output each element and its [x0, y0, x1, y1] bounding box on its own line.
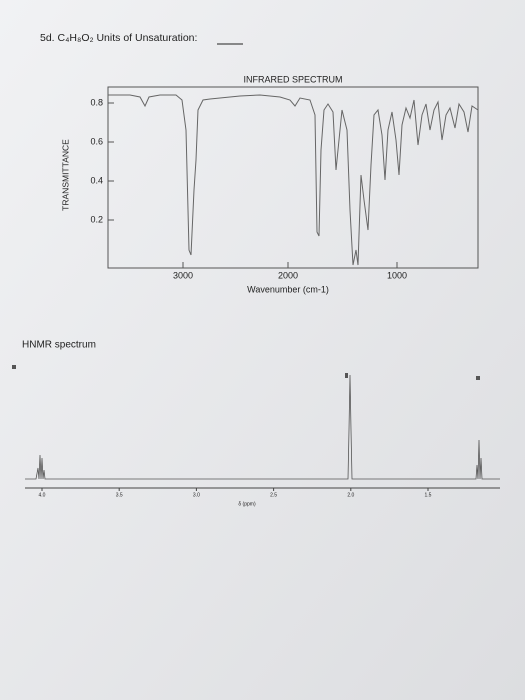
ir-frame [107, 86, 479, 269]
y-tick-label: 0.2 [90, 214, 103, 224]
ir-trace [108, 94, 479, 266]
ir-x-ticks: 3000 2000 1000 [173, 262, 407, 280]
integral-mark [345, 373, 348, 378]
integral-mark [12, 365, 16, 369]
nmr-title: HNMR spectrum [22, 340, 96, 351]
y-tick-label: 0.6 [90, 136, 103, 146]
ir-y-ticks: 0.8 0.6 0.4 0.2 [90, 97, 114, 224]
ir-title: INFRARED SPECTRUM [243, 74, 342, 84]
ir-x-label: Wavenumber (cm-1) [247, 284, 329, 294]
y-tick-label: 0.8 [90, 97, 103, 107]
x-tick-label: 2.0 [347, 492, 354, 498]
x-tick-label: 3.0 [193, 492, 200, 498]
x-tick-label: 1000 [387, 270, 407, 280]
nmr-x-ticks: 4.0 3.5 3.0 2.5 2.0 1.5 [39, 488, 432, 498]
nmr-trace [25, 374, 500, 480]
nmr-x-label: δ (ppm) [238, 501, 256, 507]
x-tick-label: 2.5 [270, 492, 277, 498]
x-tick-label: 3000 [173, 270, 193, 280]
integral-mark [476, 376, 480, 380]
x-tick-label: 4.0 [39, 492, 46, 498]
x-tick-label: 1.5 [425, 492, 432, 498]
y-tick-label: 0.4 [90, 175, 103, 185]
x-tick-label: 2000 [278, 270, 298, 280]
ir-y-label: TRANSMITTANCE [60, 139, 70, 211]
question: 5d. C₄H₈O₂ Units of Unsaturation: [40, 32, 197, 44]
x-tick-label: 3.5 [116, 492, 123, 498]
